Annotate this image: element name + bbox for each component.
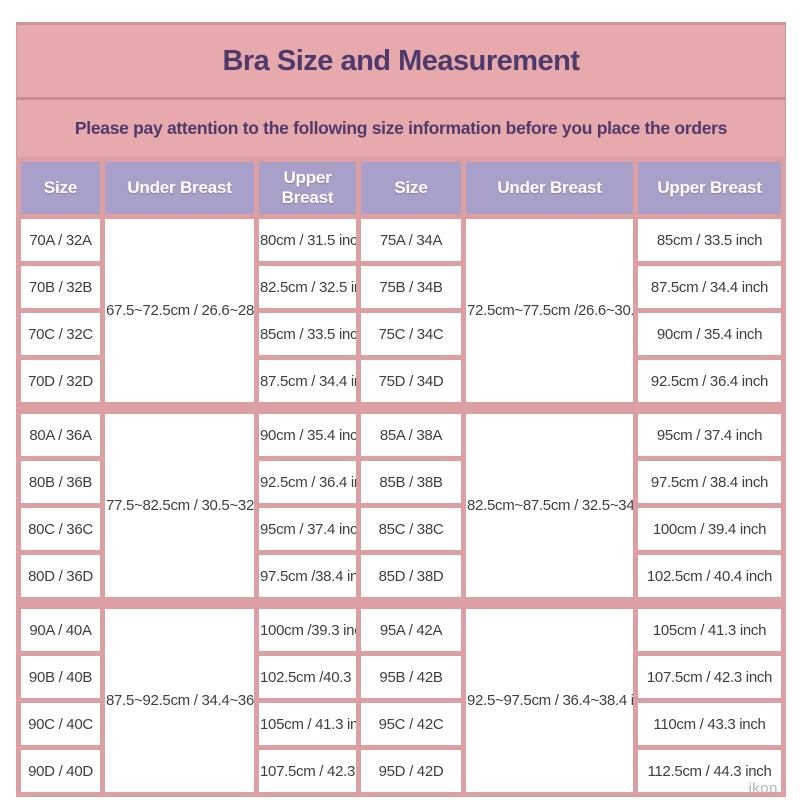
upper-breast-cell: 107.5cm / 42.3 inch (259, 750, 356, 792)
size-cell: 70C / 32C (21, 313, 100, 355)
size-cell: 80A / 36A (21, 414, 100, 456)
upper-breast-cell: 82.5cm / 32.5 inch (259, 266, 356, 308)
upper-breast-cell: 90cm / 35.4 inch (638, 313, 781, 355)
size-chart-sheet: Bra Size and Measurement Please pay atte… (16, 22, 786, 797)
upper-breast-cell: 87.5cm / 34.4 inch (259, 360, 356, 409)
size-cell: 90C / 40C (21, 703, 100, 745)
upper-breast-cell: 110cm / 43.3 inch (638, 703, 781, 745)
size-cell: 85A / 38A (361, 414, 461, 456)
table-row: 80C / 36C 95cm / 37.4 inch 85C / 38C 100cm … (21, 508, 781, 550)
upper-breast-cell: 100cm /39.3 inch (259, 609, 356, 651)
under-breast-cell: 72.5cm~77.5cm /26.6~30.5 inch (466, 219, 633, 409)
size-cell: 75B / 34B (361, 266, 461, 308)
size-cell: 80C / 36C (21, 508, 100, 550)
size-cell: 85D / 38D (361, 555, 461, 604)
upper-breast-cell: 95cm / 37.4 inch (638, 414, 781, 456)
upper-breast-cell: 107.5cm / 42.3 inch (638, 656, 781, 698)
under-breast-cell: 82.5cm~87.5cm / 32.5~34.4 inch (466, 414, 633, 604)
size-cell: 75C / 34C (361, 313, 461, 355)
size-cell: 90A / 40A (21, 609, 100, 651)
header-row: Size Under Breast Upper Breast Size Unde… (21, 162, 781, 214)
column-header-size-right: Size (361, 162, 461, 214)
table-row: 90B / 40B 102.5cm /40.3 inch95B / 42B 107.… (21, 656, 781, 698)
size-cell: 95C / 42C (361, 703, 461, 745)
under-breast-cell: 92.5~97.5cm / 36.4~38.4 inch (466, 609, 633, 792)
upper-breast-cell: 92.5cm / 36.4 inch (259, 461, 356, 503)
column-header-upper-breast-right: Upper Breast (638, 162, 781, 214)
size-cell: 90B / 40B (21, 656, 100, 698)
size-table-header: Size Under Breast Upper Breast Size Unde… (21, 162, 781, 214)
table-row: 90C / 40C 105cm / 41.3 inch95C / 42C 110cm… (21, 703, 781, 745)
subtitle-band: Please pay attention to the following si… (16, 100, 786, 157)
size-table: Size Under Breast Upper Breast Size Unde… (16, 157, 786, 797)
upper-breast-cell: 97.5cm / 38.4 inch (638, 461, 781, 503)
table-row: 80B / 36B 92.5cm / 36.4 inch85B / 38B 97.5… (21, 461, 781, 503)
size-cell: 90D / 40D (21, 750, 100, 792)
upper-breast-cell: 92.5cm / 36.4 inch (638, 360, 781, 409)
size-cell: 95B / 42B (361, 656, 461, 698)
under-breast-cell: 87.5~92.5cm / 34.4~36.4 inch (105, 609, 254, 792)
upper-breast-cell: 102.5cm / 40.4 inch (638, 555, 781, 604)
table-row: 90D / 40D 107.5cm / 42.3 inch95D / 42D 112… (21, 750, 781, 792)
upper-breast-cell: 85cm / 33.5 inch (259, 313, 356, 355)
page-title: Bra Size and Measurement (222, 44, 580, 77)
column-header-under-breast-left: Under Breast (105, 162, 254, 214)
size-cell: 70B / 32B (21, 266, 100, 308)
size-cell: 80D / 36D (21, 555, 100, 604)
table-row: 70C / 32C 85cm / 33.5 inch 75C / 34C 90cm /… (21, 313, 781, 355)
upper-breast-cell: 97.5cm /38.4 inch (259, 555, 356, 604)
upper-breast-cell: 85cm / 33.5 inch (638, 219, 781, 261)
size-cell: 95A / 42A (361, 609, 461, 651)
title-band: Bra Size and Measurement (16, 22, 786, 100)
upper-breast-cell: 90cm / 35.4 inch (259, 414, 356, 456)
size-cell: 75D / 34D (361, 360, 461, 409)
size-cell: 85B / 38B (361, 461, 461, 503)
column-header-size-left: Size (21, 162, 100, 214)
table-row: 80D / 36D 97.5cm /38.4 inch85D / 38D 102.5… (21, 555, 781, 604)
page-subtitle: Please pay attention to the following si… (74, 118, 728, 138)
upper-breast-cell: 112.5cm / 44.3 inch (638, 750, 781, 792)
size-cell: 70A / 32A (21, 219, 100, 261)
table-row: 70D / 32D 87.5cm / 34.4 inch75D / 34D 92.5… (21, 360, 781, 409)
upper-breast-cell: 95cm / 37.4 inch (259, 508, 356, 550)
upper-breast-cell: 105cm / 41.3 inch (259, 703, 356, 745)
table-row: 70B / 32B 82.5cm / 32.5 inch75B / 34B 87.5… (21, 266, 781, 308)
upper-breast-cell: 105cm / 41.3 inch (638, 609, 781, 651)
column-header-under-breast-right: Under Breast (466, 162, 633, 214)
size-cell: 70D / 32D (21, 360, 100, 409)
under-breast-cell: 67.5~72.5cm / 26.6~28.5 inch (105, 219, 254, 409)
watermark: ikon (748, 780, 778, 797)
size-cell: 95D / 42D (361, 750, 461, 792)
size-cell: 75A / 34A (361, 219, 461, 261)
size-cell: 80B / 36B (21, 461, 100, 503)
under-breast-cell: 77.5~82.5cm / 30.5~32.5 inch (105, 414, 254, 604)
column-header-upper-breast-left: Upper Breast (259, 162, 356, 214)
upper-breast-cell: 80cm / 31.5 inch (259, 219, 356, 261)
upper-breast-cell: 102.5cm /40.3 inch (259, 656, 356, 698)
size-cell: 85C / 38C (361, 508, 461, 550)
upper-breast-cell: 87.5cm / 34.4 inch (638, 266, 781, 308)
upper-breast-cell: 100cm / 39.4 inch (638, 508, 781, 550)
